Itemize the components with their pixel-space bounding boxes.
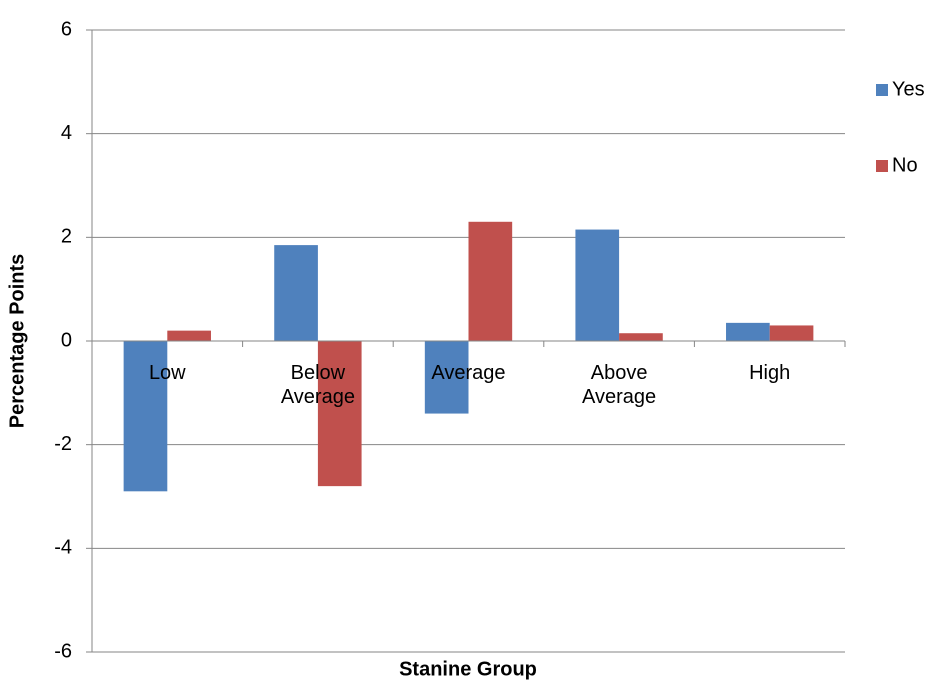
bar <box>575 229 620 341</box>
bar <box>317 341 362 487</box>
x-tick-label: Below Average <box>280 362 355 408</box>
bar <box>274 245 318 341</box>
bar <box>123 341 168 492</box>
y-tick-label: 0 <box>61 329 72 351</box>
bar <box>424 341 469 414</box>
bar <box>167 330 211 341</box>
legend-swatch <box>876 160 888 172</box>
x-axis-title: Stanine Group <box>399 658 537 680</box>
x-tick-label: High <box>749 362 791 384</box>
bar <box>468 221 513 341</box>
y-tick-label: 4 <box>61 122 72 144</box>
legend-label: Yes <box>892 78 925 100</box>
legend-label: No <box>892 154 918 176</box>
bar <box>769 325 814 341</box>
y-axis-title: Percentage Points <box>6 254 28 429</box>
y-tick-label: -4 <box>54 537 72 559</box>
y-tick-label: 2 <box>61 226 72 248</box>
x-tick-label: Average <box>431 362 506 384</box>
bar <box>726 322 770 341</box>
x-tick-label: Low <box>148 362 186 384</box>
y-tick-label: 6 <box>61 18 72 40</box>
bar <box>619 333 663 341</box>
x-tick-label: Above Average <box>582 362 657 408</box>
y-tick-label: -2 <box>54 433 72 455</box>
y-tick-label: -6 <box>54 640 72 662</box>
legend-swatch <box>876 84 888 96</box>
